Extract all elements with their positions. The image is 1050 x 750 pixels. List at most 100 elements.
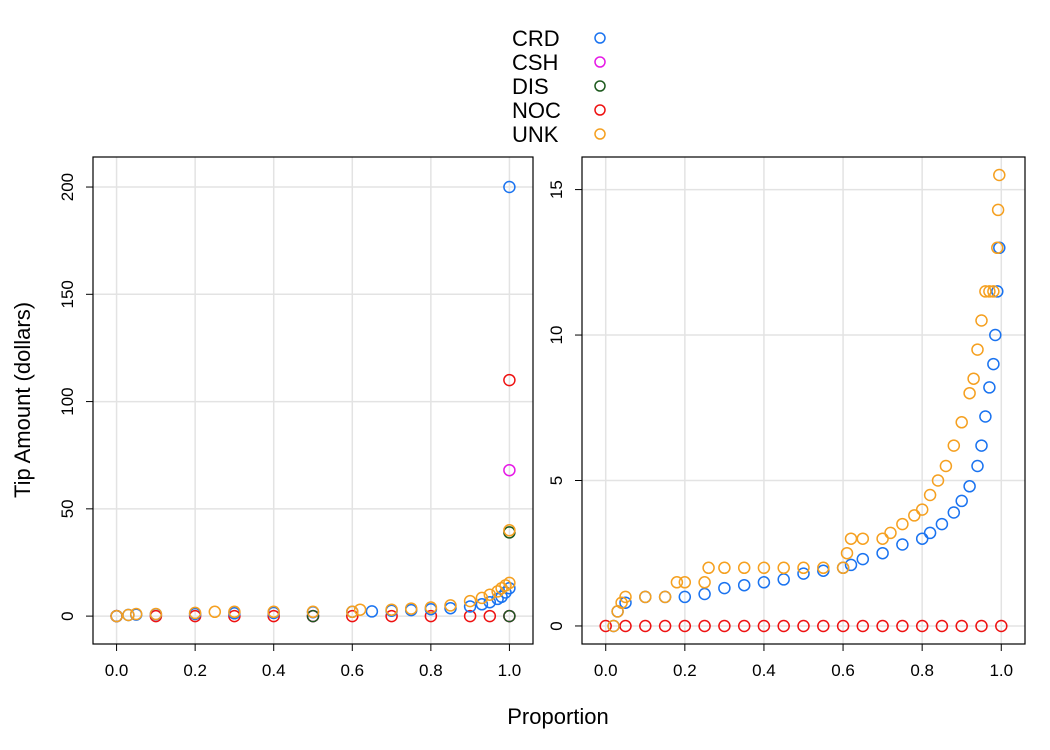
data-point-crd	[955, 494, 968, 508]
data-point-crd	[718, 581, 731, 595]
data-point-crd	[923, 526, 937, 540]
data-point-crd	[876, 546, 889, 560]
data-point-crd	[698, 587, 711, 601]
data-point-unk	[737, 561, 751, 575]
legend-label-crd: CRD	[512, 26, 560, 51]
data-point-unk	[678, 576, 692, 589]
y-tick-label: 150	[58, 280, 77, 308]
data-point-unk	[884, 526, 897, 540]
data-point-crd	[987, 357, 1000, 371]
data-point-unk	[208, 605, 222, 619]
data-point-unk	[424, 601, 438, 614]
x-tick-label: 1.0	[989, 661, 1013, 680]
y-axis-title: Tip Amount (dollars)	[10, 302, 35, 498]
data-point-unk	[987, 285, 1000, 298]
data-point-unk	[844, 532, 858, 545]
data-point-crd	[757, 576, 771, 589]
data-point-unk	[385, 603, 398, 616]
data-point-unk	[702, 561, 715, 575]
data-point-noc	[718, 619, 731, 633]
data-point-unk	[991, 203, 1005, 217]
y-tick-label: 15	[547, 180, 566, 199]
data-point-crd	[503, 180, 516, 194]
x-tick-label: 0.2	[183, 661, 207, 680]
data-point-noc	[797, 619, 810, 633]
data-point-noc	[678, 619, 692, 633]
data-point-crd	[971, 459, 984, 473]
y-tick-label: 5	[547, 476, 566, 485]
data-point-unk	[777, 561, 790, 575]
data-point-unk	[491, 585, 504, 598]
y-tick-label: 0	[58, 611, 77, 620]
data-point-unk	[931, 474, 945, 487]
data-point-crd	[983, 381, 996, 394]
data-point-unk	[991, 241, 1004, 255]
data-point-unk	[475, 591, 489, 605]
data-point-crd	[365, 605, 379, 618]
data-point-unk	[306, 605, 320, 619]
data-point-noc	[599, 619, 612, 633]
data-point-noc	[658, 619, 672, 633]
x-tick-label: 0.6	[831, 661, 855, 680]
data-point-noc	[975, 619, 988, 633]
x-tick-label: 0.2	[673, 661, 697, 680]
data-point-unk	[817, 561, 830, 575]
data-point-crd	[989, 328, 1002, 342]
data-point-noc	[777, 619, 790, 633]
data-point-unk	[963, 386, 976, 400]
data-point-crd	[975, 439, 988, 452]
data-point-unk	[228, 605, 241, 619]
x-tick-label: 0.0	[594, 661, 618, 680]
data-point-crd	[947, 506, 961, 519]
x-tick-label: 0.0	[105, 661, 129, 680]
y-tick-label: 10	[547, 326, 566, 345]
data-point-unk	[110, 609, 123, 623]
data-point-csh	[503, 463, 516, 477]
data-point-noc	[896, 619, 909, 633]
data-point-unk	[122, 608, 135, 622]
data-point-noc	[876, 619, 889, 633]
data-point-noc	[995, 619, 1008, 633]
data-point-unk	[836, 561, 850, 575]
legend-marker-noc	[594, 104, 606, 116]
data-point-unk	[129, 607, 143, 621]
y-tick-label: 100	[58, 387, 77, 415]
data-point-unk	[923, 488, 937, 502]
plot-frame	[581, 156, 1026, 645]
data-point-noc	[424, 609, 438, 623]
data-point-unk	[979, 285, 992, 298]
data-point-noc	[915, 619, 929, 633]
data-point-unk	[983, 285, 996, 298]
legend-marker-csh	[594, 56, 606, 68]
y-tick-label: 200	[58, 173, 77, 201]
panel-right: 0.0 0.2 0.4 0.6 0.8 1.0 0 5 10 15	[547, 156, 1026, 680]
data-point-unk	[896, 517, 909, 531]
data-point-unk	[607, 619, 620, 633]
x-tick-label: 1.0	[498, 661, 522, 680]
data-point-unk	[353, 603, 367, 616]
data-point-crd	[979, 410, 992, 423]
data-point-noc	[817, 619, 830, 633]
data-point-unk	[404, 602, 418, 615]
data-point-noc	[619, 619, 632, 633]
plot-frame	[92, 156, 534, 645]
data-point-unk	[955, 416, 968, 429]
data-point-unk	[267, 605, 280, 619]
data-point-unk	[149, 607, 163, 621]
legend-label-unk: UNK	[512, 122, 559, 147]
data-point-crd	[475, 598, 489, 611]
data-point-unk	[971, 343, 984, 356]
legend-label-dis: DIS	[512, 74, 549, 99]
data-point-crd	[963, 480, 976, 493]
x-tick-label: 0.4	[752, 661, 776, 680]
data-point-noc	[856, 619, 870, 633]
y-tick-label: 50	[58, 499, 77, 518]
data-point-crd	[737, 578, 751, 592]
data-point-noc	[503, 373, 516, 387]
data-point-unk	[856, 532, 870, 545]
y-tick-label: 0	[547, 621, 566, 630]
data-point-unk	[797, 561, 810, 575]
data-point-noc	[955, 619, 968, 633]
data-point-unk	[967, 372, 980, 385]
